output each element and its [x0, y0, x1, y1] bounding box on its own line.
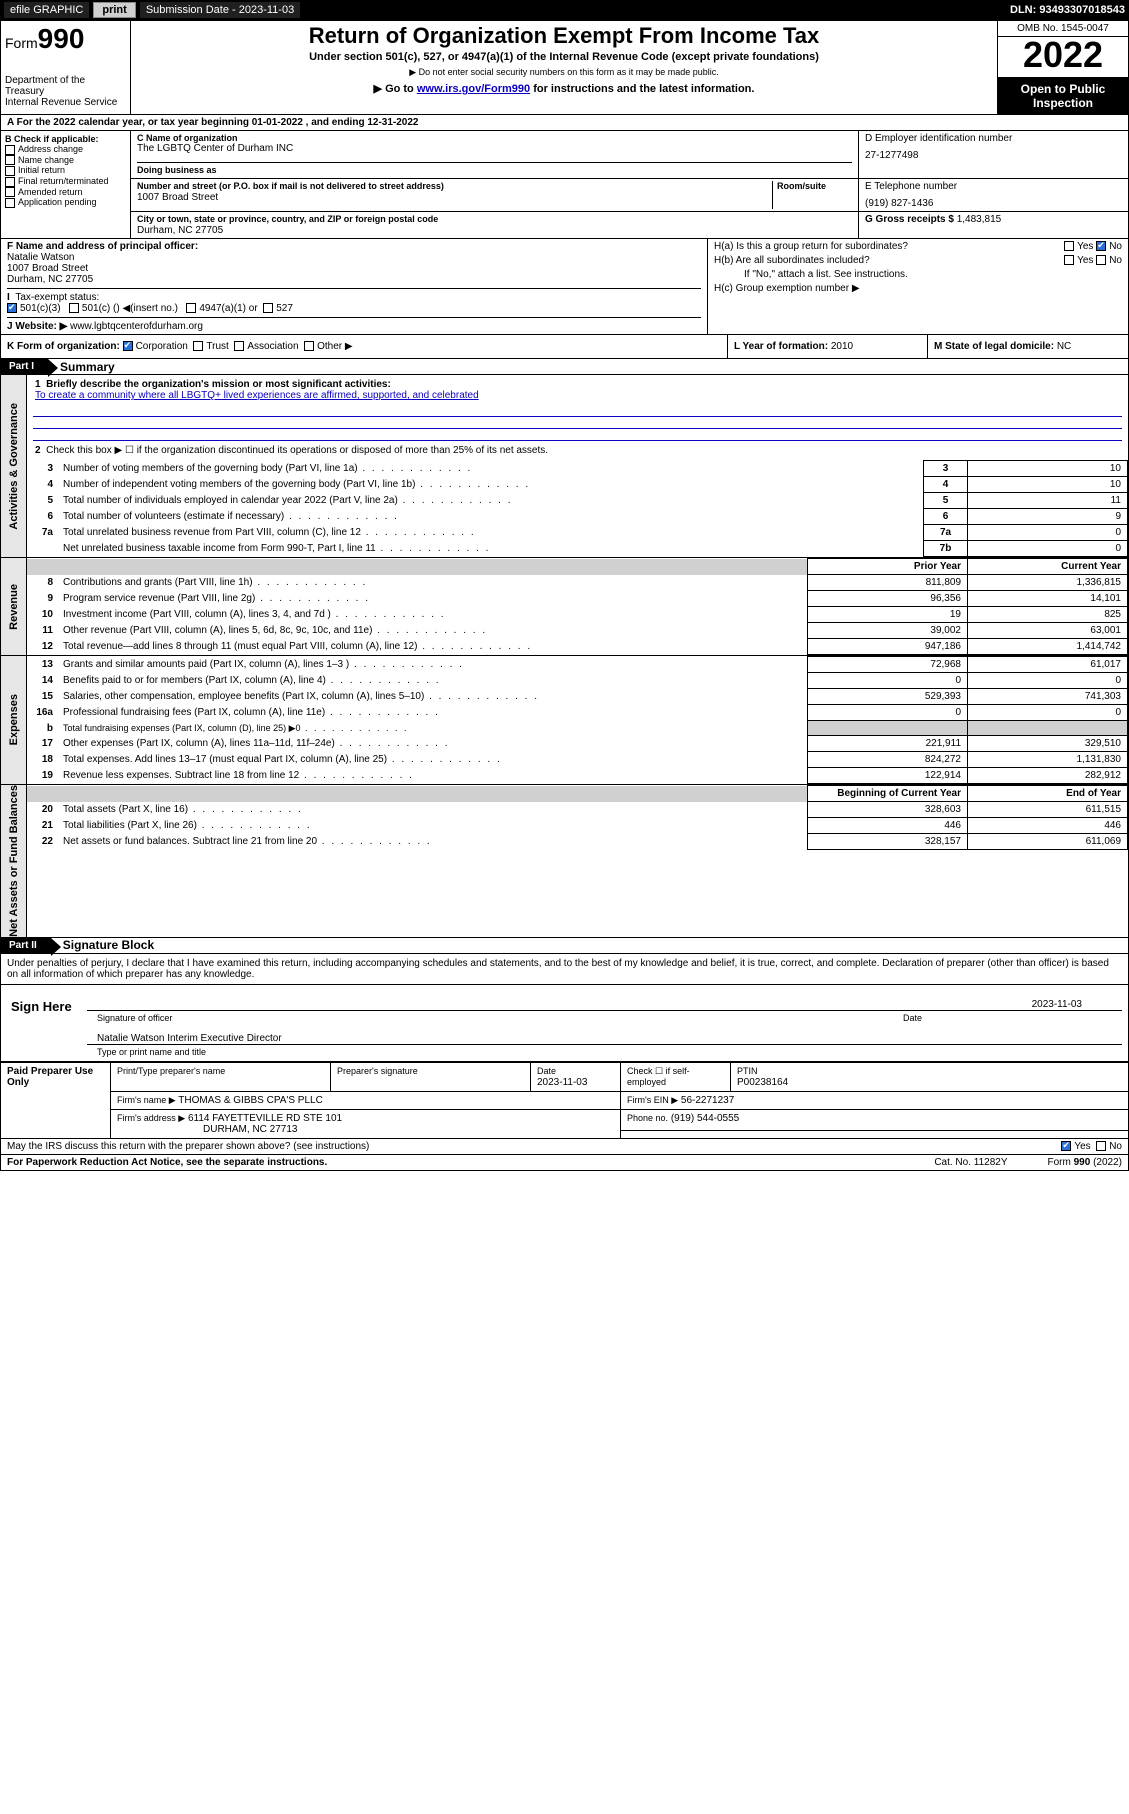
hb-no-checkbox[interactable] [1096, 255, 1106, 265]
governance-table: 3Number of voting members of the governi… [27, 460, 1128, 557]
section-b-g: B Check if applicable: Address change Na… [0, 131, 1129, 239]
discuss-no-checkbox[interactable] [1096, 1141, 1106, 1151]
form-number: 990 [38, 23, 85, 54]
sign-here-block: Sign Here 2023-11-03 Signature of office… [0, 985, 1129, 1062]
top-bar: efile GRAPHIC print Submission Date - 20… [0, 0, 1129, 20]
print-button[interactable]: print [93, 2, 135, 18]
submission-date: Submission Date - 2023-11-03 [140, 2, 300, 18]
section-k-m: K Form of organization: Corporation Trus… [0, 335, 1129, 359]
website-url: www.lgbtqcenterofdurham.org [70, 321, 203, 332]
part-i-header: Part I Summary [0, 359, 1129, 375]
state-domicile: NC [1057, 341, 1071, 352]
sig-date: 2023-11-03 [1032, 999, 1082, 1010]
assoc-checkbox[interactable] [234, 341, 244, 351]
ha-no-checkbox[interactable] [1096, 241, 1106, 251]
paid-preparer-block: Paid Preparer Use Only Print/Type prepar… [0, 1062, 1129, 1139]
phone-value: (919) 827-1436 [865, 198, 1122, 209]
city-state-zip: Durham, NC 27705 [137, 225, 852, 236]
discuss-row: May the IRS discuss this return with the… [0, 1139, 1129, 1155]
amended-return-checkbox[interactable] [5, 187, 15, 197]
expenses-section: Expenses 13Grants and similar amounts pa… [0, 656, 1129, 785]
col-c-g: C Name of organization The LGBTQ Center … [131, 131, 1128, 238]
corp-checkbox[interactable] [123, 341, 133, 351]
dept-label: Department of the Treasury [5, 75, 126, 97]
501c-other-checkbox[interactable] [69, 303, 79, 313]
hb-yes-checkbox[interactable] [1064, 255, 1074, 265]
form-word: Form [5, 35, 38, 51]
initial-return-checkbox[interactable] [5, 166, 15, 176]
col-h: H(a) Is this a group return for subordin… [708, 239, 1128, 334]
firm-ein: 56-2271237 [681, 1095, 734, 1106]
trust-checkbox[interactable] [193, 341, 203, 351]
part-ii-header: Part II Signature Block [0, 938, 1129, 954]
other-checkbox[interactable] [304, 341, 314, 351]
form-id-block: Form990 Department of the Treasury Inter… [1, 21, 131, 114]
firm-name: THOMAS & GIBBS CPA'S PLLC [178, 1095, 323, 1106]
street-address: 1007 Broad Street [137, 192, 772, 203]
irs-label: Internal Revenue Service [5, 97, 126, 108]
year-formation: 2010 [831, 341, 853, 352]
net-assets-section: Net Assets or Fund Balances Beginning of… [0, 785, 1129, 938]
section-f-j: F Name and address of principal officer:… [0, 239, 1129, 335]
ptin: P00238164 [737, 1077, 788, 1088]
officer-name: Natalie Watson Interim Executive Directo… [97, 1033, 282, 1044]
501c3-checkbox[interactable] [7, 303, 17, 313]
year-block: OMB No. 1545-0047 2022 Open to PublicIns… [998, 21, 1128, 114]
expenses-table: 13Grants and similar amounts paid (Part … [27, 656, 1128, 784]
527-checkbox[interactable] [263, 303, 273, 313]
revenue-table: Prior YearCurrent Year 8Contributions an… [27, 558, 1128, 655]
gross-receipts: 1,483,815 [957, 214, 1002, 225]
final-return-checkbox[interactable] [5, 177, 15, 187]
name-change-checkbox[interactable] [5, 155, 15, 165]
form-title-block: Return of Organization Exempt From Incom… [131, 21, 998, 114]
footer: For Paperwork Reduction Act Notice, see … [0, 1155, 1129, 1171]
net-assets-table: Beginning of Current YearEnd of Year 20T… [27, 785, 1128, 850]
application-pending-checkbox[interactable] [5, 198, 15, 208]
4947-checkbox[interactable] [186, 303, 196, 313]
ssn-warning: Do not enter social security numbers on … [419, 67, 719, 77]
discuss-yes-checkbox[interactable] [1061, 1141, 1071, 1151]
firm-phone: (919) 544-0555 [671, 1113, 739, 1124]
address-change-checkbox[interactable] [5, 145, 15, 155]
form-header: Form990 Department of the Treasury Inter… [0, 20, 1129, 115]
form-subtitle: Under section 501(c), 527, or 4947(a)(1)… [137, 51, 991, 63]
form-title: Return of Organization Exempt From Incom… [137, 23, 991, 49]
org-name: The LGBTQ Center of Durham INC [137, 143, 852, 154]
line-a: A For the 2022 calendar year, or tax yea… [0, 115, 1129, 131]
revenue-section: Revenue Prior YearCurrent Year 8Contribu… [0, 558, 1129, 656]
signature-block: Under penalties of perjury, I declare th… [0, 954, 1129, 985]
tax-year: 2022 [998, 37, 1128, 78]
ha-yes-checkbox[interactable] [1064, 241, 1074, 251]
col-b: B Check if applicable: Address change Na… [1, 131, 131, 238]
form-label: Form 990 (2022) [1048, 1157, 1122, 1168]
instructions-link[interactable]: www.irs.gov/Form990 [417, 83, 530, 95]
mission-text: To create a community where all LBGTQ+ l… [35, 390, 479, 401]
dln-label: DLN: 93493307018543 [1010, 4, 1125, 16]
ein-value: 27-1277498 [865, 150, 1122, 161]
activities-governance: Activities & Governance 1 Briefly descri… [0, 375, 1129, 558]
efile-label: efile GRAPHIC [4, 2, 89, 18]
